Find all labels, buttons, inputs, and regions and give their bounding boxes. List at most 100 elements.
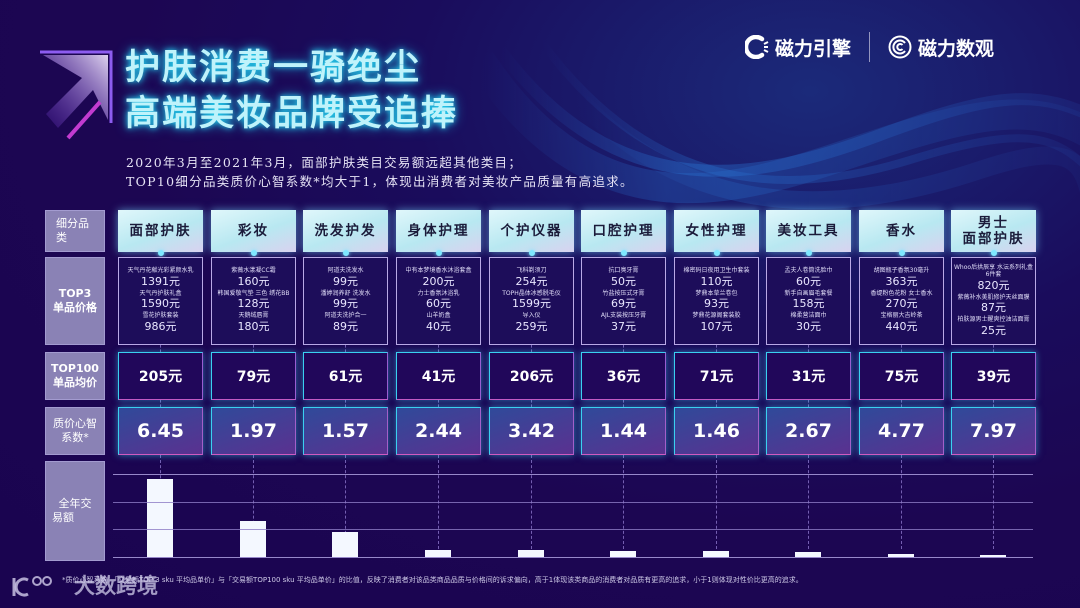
category-header: 个护仪器 [489,210,574,256]
top3-products: 紫薇水漾凝CC霜 160元 韩国爱敬气垫 三色 绣花BB 128元 天鹅绒唇膏 180元 [211,257,296,345]
product-price: 200元 [422,274,455,288]
connector-line [253,345,254,352]
sales-bar [518,550,544,557]
product-price: 110元 [700,274,733,288]
product-price: 50元 [611,274,636,288]
product-price: 158元 [792,297,825,311]
category-header: 香水 [859,210,944,256]
category-name: 身体护理 [407,223,470,239]
product-name: 棉密码日夜用卫生巾套装 [683,267,750,275]
category-name: 个护仪器 [500,223,563,239]
row-label-top100: TOP100 单品均价 [45,352,105,400]
product-name: 抗口臭牙膏 [608,267,639,275]
product-price: 440元 [885,319,918,333]
row-label-top3: TOP3 单品价格 [45,257,105,345]
product-price: 986元 [144,319,177,333]
category-name: 女性护理 [685,223,748,239]
product-name: 天鹅绒唇膏 [238,312,269,320]
product-name: 雪花护肤套装 [142,312,179,320]
category-name: 面部护肤 [129,223,192,239]
product-name: 紫薇补水美肌修护天丝面膜 [957,293,1030,301]
concentric-c-icon [888,35,912,59]
row-label-text: 系数* [61,431,89,444]
product-name: 天气丹护肤礼盒 [139,289,182,297]
sales-bar [147,478,173,557]
top100-avg-price: 31元 [766,352,851,400]
row-label-text: 单品均价 [53,376,97,389]
top100-avg-price: 36元 [581,352,666,400]
sales-bar [980,555,1006,557]
product-name: 梦鼎本草兰卷包 [695,289,738,297]
product-price: 128元 [237,297,270,311]
connector-line [623,345,624,352]
product-price: 93元 [704,297,729,311]
quality-price-coefficient: 1.97 [211,407,296,455]
row-label-text: TOP100 [51,362,99,375]
arrow-up-right-icon [40,50,113,140]
connector-line [345,400,346,407]
watermark-text: 大数跨境 [74,574,158,598]
product-price: 40元 [426,319,451,333]
quality-price-coefficient: 1.44 [581,407,666,455]
product-price: 69元 [611,297,636,311]
row-label-annual-sales: 全年交 易额 [45,461,105,561]
connector-line [716,345,717,352]
product-name: 梦鼎花源阁套装胶 [692,312,741,320]
connector-line [993,345,994,352]
product-price: 99元 [333,274,358,288]
product-name: 新手自画眉毛套餐 [784,289,833,297]
top100-avg-price: 79元 [211,352,296,400]
product-price: 107元 [700,319,733,333]
top100-avg-price: 71元 [674,352,759,400]
quality-price-coefficient: 6.45 [118,407,203,455]
connector-line [345,345,346,352]
sales-bar [332,532,358,557]
connector-line [438,345,439,352]
connector-line [901,345,902,352]
brand-name: 磁力引擎 [775,37,852,60]
product-price: 180元 [237,319,270,333]
watermark: 大数跨境 [10,570,158,600]
product-price: 87元 [981,301,1006,314]
product-price: 99元 [333,297,358,311]
category-header: 彩妆 [211,210,296,256]
category-header: 美妆工具 [766,210,851,256]
quality-price-coefficient: 7.97 [951,407,1036,455]
top100-avg-price: 75元 [859,352,944,400]
connector-dot [157,250,164,256]
footnote: *质价心智系数：「交易额TOP 3 sku 平均品单价」与「交易额TOP100 … [62,576,803,584]
chart-gridline [113,529,1033,530]
product-name: 阿道夫洗发水 [327,267,364,275]
connector-dot [342,250,349,256]
product-name: 香缇粉色花粉 女士香水 [870,289,933,297]
brand-logos: 磁力引擎 磁力数观 [745,32,994,62]
product-price: 37元 [611,319,636,333]
top100-avg-price: 61元 [303,352,388,400]
chart-gridline [113,502,1033,503]
product-name: 山羊奶盒 [426,312,451,320]
product-name: 中有本梦境香水沐浴套盒 [405,267,472,275]
category-header: 女性护理 [674,210,759,256]
category-header: 口腔护理 [581,210,666,256]
top100-avg-price: 206元 [489,352,574,400]
top3-products: 棉密码日夜用卫生巾套装 110元 梦鼎本草兰卷包 93元 梦鼎花源阁套装胶 107元 [674,257,759,345]
chart-gridline [113,474,1033,475]
product-price: 30元 [796,319,821,333]
sales-bar [610,551,636,557]
product-price: 60元 [796,274,821,288]
c-spinner-icon [745,35,769,59]
connector-line [808,400,809,407]
sales-bar [703,551,729,557]
top3-products: 阿道夫洗发水 99元 潘婷润养舒 洗发水 99元 阿道夫洗护合一 89元 [303,257,388,345]
title-line-2: 高端美妆品牌受追捧 [125,94,459,134]
connector-line [531,400,532,407]
page-title: 护肤消费一骑绝尘 高端美妆品牌受追捧 [125,45,458,137]
chart-baseline [113,557,1033,558]
top3-products: 孟夫人卷筒洗脸巾 60元 新手自画眉毛套餐 158元 棉柔营洁面巾 30元 [766,257,851,345]
category-name: 洗发护发 [314,223,377,239]
connector-line [160,400,161,407]
sales-bar [888,553,914,557]
product-price: 259元 [515,319,548,333]
product-name: 宝格丽大吉岭茶 [880,312,923,320]
connector-line [901,400,902,407]
